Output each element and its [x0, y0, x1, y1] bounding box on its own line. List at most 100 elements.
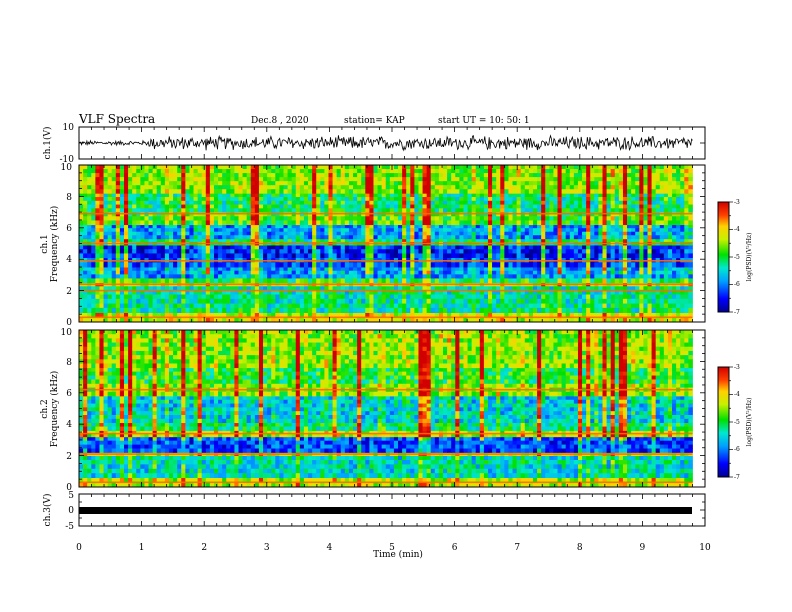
- spectrogram-cell: [119, 270, 125, 275]
- spectrogram-cell: [549, 303, 554, 309]
- spectrogram-cell: [496, 208, 501, 213]
- spectrogram-cell: [291, 197, 297, 202]
- spectrogram-cell: [602, 262, 607, 268]
- spectrogram-cell: [487, 294, 493, 300]
- spectrogram-cell: [471, 245, 477, 250]
- spectrogram-cell: [295, 245, 301, 250]
- spectrogram-cell: [201, 307, 207, 313]
- spectrogram-cell: [340, 204, 346, 209]
- spectrogram-cell: [250, 290, 256, 295]
- spectrogram-cell: [119, 208, 125, 213]
- spectrogram-cell: [312, 262, 317, 268]
- spectrogram-cell: [434, 245, 440, 250]
- spectrogram-cell: [144, 249, 149, 254]
- spectrogram-cell: [610, 200, 616, 205]
- spectrogram-cell: [475, 290, 481, 295]
- spectrogram-cell: [627, 235, 632, 240]
- spectrogram-cell: [680, 224, 685, 229]
- spectrogram-cell: [136, 312, 141, 318]
- spectrogram-cell: [398, 278, 403, 284]
- spectrogram-cell: [156, 193, 162, 198]
- spectrogram-cell: [336, 200, 342, 205]
- spectrogram-cell: [173, 200, 178, 205]
- spectrogram-cell: [336, 245, 342, 250]
- spectrogram-cell: [173, 193, 178, 198]
- spectrogram-cell: [610, 231, 616, 236]
- spectrogram-cell: [132, 249, 137, 254]
- spectrogram-cell: [614, 228, 620, 233]
- spectrogram-cell: [541, 228, 546, 233]
- spectrogram-cell: [483, 270, 489, 275]
- spectrogram-cell: [463, 253, 468, 259]
- spectrogram-cell: [303, 245, 309, 250]
- spectrogram-cell: [573, 317, 579, 323]
- spectrogram-cell: [606, 193, 612, 198]
- spectrogram-cell: [451, 238, 456, 243]
- spectrogram-cell: [467, 228, 473, 233]
- spectrogram-cell: [655, 294, 661, 300]
- spectrogram-cell: [631, 238, 636, 243]
- spectrogram-cell: [320, 249, 325, 254]
- spectrogram-cell: [496, 245, 501, 250]
- spectrogram-cell: [336, 267, 342, 272]
- spectrogram-cell: [332, 193, 338, 198]
- spectrogram-cell: [622, 208, 628, 213]
- spectrogram-cell: [312, 220, 317, 226]
- spectrogram-cell: [500, 270, 505, 275]
- spectrogram-cell: [467, 307, 473, 313]
- spectrogram-cell: [83, 220, 88, 226]
- spectrogram-cell: [357, 245, 362, 250]
- spectrogram-cell: [299, 235, 305, 240]
- spectrogram-cell: [406, 270, 411, 275]
- spectrogram-cell: [83, 235, 88, 240]
- spectrogram-cell: [443, 235, 448, 240]
- spectrogram-cell: [667, 228, 673, 233]
- spectrogram-cell: [275, 238, 280, 243]
- spectrogram-cell: [230, 238, 235, 243]
- spectrogram-cell: [602, 285, 607, 291]
- spectrogram-cell: [218, 197, 223, 202]
- spectrogram-cell: [410, 200, 415, 205]
- spectrogram-cell: [443, 285, 448, 291]
- spectrogram-cell: [402, 220, 407, 226]
- spectrogram-cell: [635, 197, 640, 202]
- spectrogram-cell: [471, 216, 477, 221]
- spectrogram-cell: [627, 307, 632, 313]
- spectrogram-cell: [193, 270, 199, 275]
- spectrogram-cell: [622, 235, 628, 240]
- spectrogram-cell: [267, 278, 272, 284]
- spectrogram-cell: [598, 208, 603, 213]
- spectrogram-cell: [377, 312, 383, 318]
- spectrogram-cell: [218, 165, 223, 170]
- spectrogram-cell: [295, 228, 301, 233]
- spectrogram-cell: [218, 249, 223, 254]
- spectrogram-cell: [557, 231, 562, 236]
- spectrogram-cell: [631, 285, 636, 291]
- spectrogram-cell: [283, 253, 288, 259]
- spectrogram-cell: [79, 238, 84, 243]
- spectrogram-cell: [238, 165, 243, 170]
- spectrogram-cell: [353, 208, 358, 213]
- spectrogram-cell: [434, 238, 440, 243]
- spectrogram-cell: [205, 262, 211, 268]
- spectrogram-cell: [541, 238, 546, 243]
- spectrogram-cell: [496, 317, 501, 323]
- spectrogram-cell: [520, 274, 526, 279]
- spectrogram-cell: [622, 204, 628, 209]
- spectrogram-cell: [87, 285, 92, 291]
- spectrogram-cell: [402, 298, 407, 304]
- spectrogram-cell: [160, 197, 166, 202]
- spectrogram-cell: [463, 270, 468, 275]
- spectrogram-cell: [324, 253, 329, 259]
- spectrogram-cell: [606, 200, 612, 205]
- spectrogram-cell: [267, 285, 272, 291]
- spectrogram-cell: [320, 317, 325, 323]
- spectrogram-cell: [406, 253, 411, 259]
- spectrogram-cell: [651, 312, 657, 318]
- spectrogram-cell: [672, 235, 677, 240]
- spectrogram-cell: [258, 270, 264, 275]
- spectrogram-cell: [594, 317, 599, 323]
- spectrogram-cell: [496, 216, 501, 221]
- spectrogram-cell: [680, 285, 685, 291]
- spectrogram-cell: [123, 193, 129, 198]
